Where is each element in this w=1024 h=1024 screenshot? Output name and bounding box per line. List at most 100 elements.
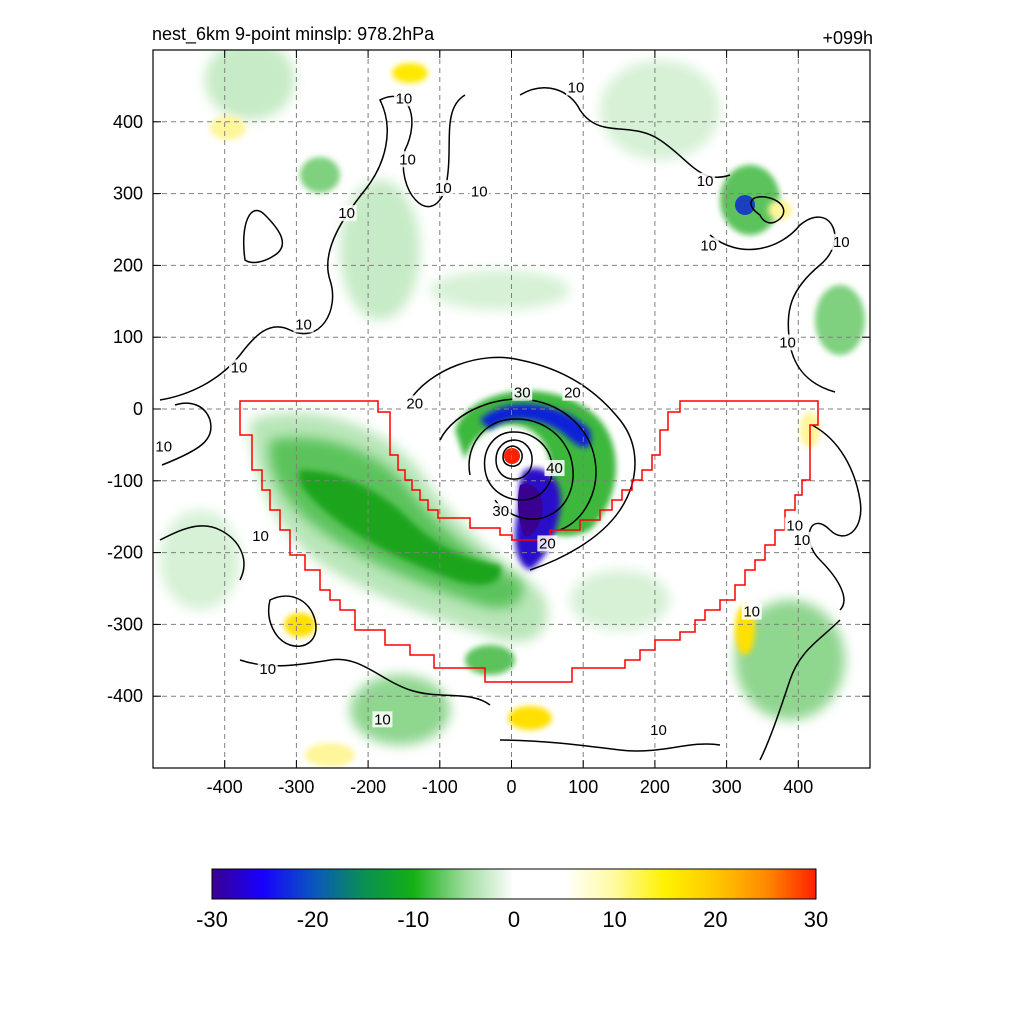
contour-10-east-2 bbox=[808, 424, 862, 611]
contour-label: 10 bbox=[374, 711, 391, 728]
contour-label-bg bbox=[404, 395, 425, 412]
patch-s-2 bbox=[465, 645, 515, 675]
x-tick-label: -200 bbox=[350, 777, 386, 797]
patch-nw-3 bbox=[340, 180, 420, 320]
contour-label-bg bbox=[490, 503, 511, 520]
contour-label-bg bbox=[566, 79, 587, 96]
contour-label-bg bbox=[784, 517, 805, 534]
patch-s-3 bbox=[570, 570, 670, 630]
y-tick-label: -300 bbox=[107, 614, 143, 634]
colorbar: -30 -20 -10 0 10 20 30 bbox=[196, 868, 828, 932]
colorbar-tick-label: 0 bbox=[508, 907, 520, 932]
contour-label: 10 bbox=[231, 360, 248, 377]
patch-ne-1 bbox=[600, 60, 720, 160]
contour-label: 10 bbox=[435, 180, 452, 197]
y-tick-label: 200 bbox=[113, 255, 143, 275]
contour-50 bbox=[495, 439, 533, 480]
contour-label: 20 bbox=[564, 385, 581, 402]
contour-label: 10 bbox=[568, 79, 585, 96]
x-tick-label: 0 bbox=[506, 777, 516, 797]
contour-label: 20 bbox=[406, 395, 423, 412]
contour-label-bg bbox=[512, 384, 533, 401]
contour-label: 10 bbox=[650, 722, 667, 739]
contour-label: 10 bbox=[155, 438, 172, 455]
colorbar-tick-label: -30 bbox=[196, 907, 228, 932]
contour-lines bbox=[159, 87, 862, 761]
contour-label-bg bbox=[469, 183, 490, 200]
positive-patch-2 bbox=[210, 116, 246, 140]
grid-lines bbox=[153, 50, 870, 768]
contour-60 bbox=[502, 445, 523, 467]
chart-title: nest_6km 9-point minslp: 978.2hPa bbox=[152, 24, 435, 45]
contour-label: 10 bbox=[794, 532, 811, 549]
contour-label-bg bbox=[336, 205, 357, 222]
colorbar-tick-label: 30 bbox=[804, 907, 828, 932]
contour-10-north-2 bbox=[519, 87, 731, 178]
contour-20 bbox=[409, 356, 636, 571]
forecast-hour-label: +099h bbox=[822, 28, 873, 48]
patch-s-1 bbox=[350, 675, 450, 745]
contour-label-bg bbox=[698, 237, 719, 254]
positive-patch-5 bbox=[508, 706, 552, 730]
patch-nw-2 bbox=[300, 157, 340, 193]
contour-10-nw-ring bbox=[242, 209, 284, 264]
contour-label-bg bbox=[257, 661, 278, 678]
contour-label: 10 bbox=[399, 151, 416, 168]
contour-label-bg bbox=[250, 528, 271, 545]
contour-label: 10 bbox=[295, 316, 312, 333]
patch-se-1 bbox=[735, 600, 845, 720]
contour-label-bg bbox=[293, 316, 314, 333]
y-tick-label: 400 bbox=[113, 112, 143, 132]
x-axis-tick-labels: -400 -300 -200 -100 0 100 200 300 400 bbox=[207, 777, 814, 797]
x-tick-label: 100 bbox=[568, 777, 598, 797]
contour-label: 30 bbox=[492, 503, 509, 520]
contour-label: 30 bbox=[514, 385, 531, 402]
contour-10-south-1 bbox=[499, 739, 721, 752]
x-tick-label: 400 bbox=[783, 777, 813, 797]
contour-label: 10 bbox=[697, 173, 714, 190]
contour-30 bbox=[468, 418, 574, 520]
colorbar-tick-labels: -30 -20 -10 0 10 20 30 bbox=[196, 907, 828, 932]
contour-label: 20 bbox=[539, 535, 556, 552]
x-tick-label: -100 bbox=[422, 777, 458, 797]
spiral-band-inner bbox=[298, 470, 501, 585]
contour-label-bg bbox=[153, 438, 174, 455]
positive-patch-3 bbox=[768, 200, 792, 220]
contour-10-west-2 bbox=[159, 525, 245, 581]
y-tick-label: 0 bbox=[133, 399, 143, 419]
contour-10-east-1 bbox=[709, 216, 836, 393]
colorbar-box bbox=[211, 868, 817, 900]
contour-10-west-1 bbox=[161, 402, 212, 466]
contour-label: 10 bbox=[252, 528, 269, 545]
colorbar-tick-label: -20 bbox=[297, 907, 329, 932]
contour-10-sw-1 bbox=[239, 658, 491, 706]
x-tick-label: 200 bbox=[640, 777, 670, 797]
contour-label-bg bbox=[393, 90, 414, 107]
domain-boundary bbox=[239, 400, 819, 683]
x-tick-label: -300 bbox=[278, 777, 314, 797]
shaded-field-positive bbox=[210, 63, 820, 767]
colorbar-tick-label: 10 bbox=[602, 907, 626, 932]
contour-label: 10 bbox=[259, 661, 276, 678]
contour-label-bg bbox=[562, 384, 583, 401]
contour-label: 40 bbox=[546, 460, 563, 477]
contour-label-bg bbox=[433, 180, 454, 197]
contour-label-bg bbox=[791, 531, 812, 548]
patch-e-1 bbox=[815, 285, 865, 355]
contour-label-bg bbox=[831, 233, 852, 250]
contour-label: 10 bbox=[700, 237, 717, 254]
patch-ne-core bbox=[735, 195, 755, 215]
contour-label-bg bbox=[648, 722, 669, 739]
y-tick-label: 100 bbox=[113, 327, 143, 347]
contour-label: 10 bbox=[471, 184, 488, 201]
contour-label-bg bbox=[695, 172, 716, 189]
contour-label-bg bbox=[777, 334, 798, 351]
contour-10-se-1 bbox=[759, 619, 841, 761]
contour-10-north-1 bbox=[159, 94, 466, 401]
contour-label-bg bbox=[372, 711, 393, 728]
colorbar-tick-label: 20 bbox=[703, 907, 727, 932]
contour-label-bg bbox=[544, 460, 565, 477]
y-tick-label: -400 bbox=[107, 686, 143, 706]
patch-nw-1 bbox=[205, 50, 295, 120]
